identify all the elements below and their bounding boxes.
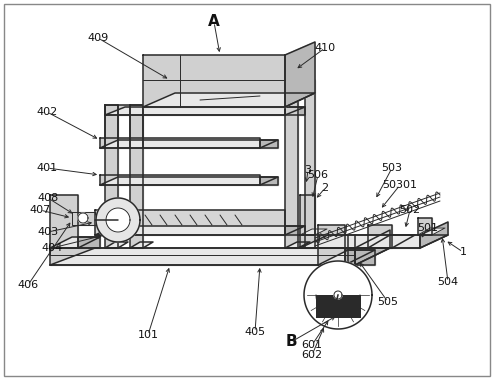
Text: 404: 404 (41, 243, 63, 253)
Text: 403: 403 (38, 227, 59, 237)
Polygon shape (143, 55, 285, 107)
Polygon shape (50, 237, 100, 248)
Polygon shape (130, 105, 143, 248)
Text: 601: 601 (301, 340, 323, 350)
Text: 401: 401 (37, 163, 58, 173)
Polygon shape (260, 140, 278, 148)
Polygon shape (78, 213, 88, 223)
Polygon shape (143, 93, 315, 107)
Polygon shape (300, 195, 315, 235)
Polygon shape (420, 222, 448, 248)
Polygon shape (72, 212, 95, 225)
Text: 409: 409 (87, 33, 109, 43)
Polygon shape (300, 235, 448, 248)
Text: 1: 1 (459, 247, 466, 257)
Polygon shape (300, 229, 327, 235)
Text: 506: 506 (307, 170, 329, 180)
Text: 405: 405 (245, 327, 266, 337)
Text: A: A (208, 14, 220, 30)
Polygon shape (100, 140, 278, 148)
Polygon shape (345, 250, 375, 265)
Text: 101: 101 (137, 330, 159, 340)
Polygon shape (318, 250, 375, 265)
Polygon shape (334, 291, 342, 299)
Polygon shape (285, 55, 298, 248)
Polygon shape (100, 138, 260, 148)
Text: 410: 410 (315, 43, 335, 53)
Polygon shape (318, 225, 345, 265)
Polygon shape (355, 230, 390, 265)
Text: 602: 602 (301, 350, 323, 360)
Polygon shape (418, 228, 445, 235)
Polygon shape (95, 210, 285, 235)
Polygon shape (105, 105, 118, 248)
Polygon shape (368, 225, 392, 248)
Text: 502: 502 (400, 205, 420, 215)
Text: 503: 503 (381, 163, 403, 173)
Polygon shape (96, 198, 140, 242)
Text: 505: 505 (377, 297, 399, 307)
Polygon shape (105, 105, 285, 115)
Polygon shape (285, 242, 310, 248)
Polygon shape (100, 177, 278, 185)
Polygon shape (106, 208, 130, 232)
Text: 407: 407 (29, 205, 50, 215)
Polygon shape (78, 237, 100, 248)
Polygon shape (300, 235, 420, 248)
Polygon shape (105, 242, 128, 248)
Polygon shape (50, 248, 390, 265)
Polygon shape (285, 107, 305, 115)
Text: 406: 406 (17, 280, 39, 290)
Polygon shape (50, 248, 355, 265)
Polygon shape (260, 177, 278, 185)
Polygon shape (100, 175, 260, 185)
Polygon shape (130, 242, 153, 248)
Text: 408: 408 (38, 193, 59, 203)
Text: 2: 2 (322, 183, 329, 193)
Polygon shape (285, 42, 315, 107)
Text: B: B (285, 334, 297, 350)
Polygon shape (305, 80, 315, 248)
Text: 3: 3 (304, 165, 312, 175)
Polygon shape (368, 235, 415, 248)
Polygon shape (304, 261, 372, 329)
Polygon shape (105, 107, 305, 115)
Text: 504: 504 (438, 277, 458, 287)
Polygon shape (418, 218, 432, 235)
Polygon shape (95, 226, 305, 235)
Polygon shape (285, 226, 305, 235)
Text: 50301: 50301 (382, 180, 417, 190)
Text: 402: 402 (37, 107, 58, 117)
Polygon shape (50, 195, 78, 248)
Text: 501: 501 (417, 223, 439, 233)
